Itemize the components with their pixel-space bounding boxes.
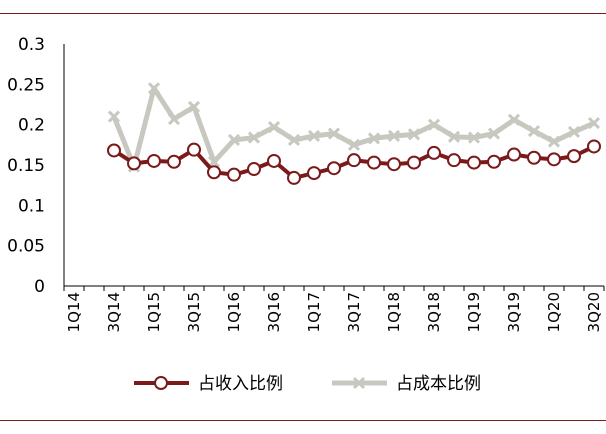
legend-item: 占成本比例	[332, 374, 481, 394]
data-point	[227, 133, 241, 147]
x-tick-label: 3Q20	[585, 292, 603, 332]
x-axis-ticks	[63, 286, 605, 291]
x-tick-label: 3Q19	[505, 292, 523, 332]
x-tick-label: 1Q15	[145, 292, 163, 332]
data-point	[587, 139, 601, 154]
legend: 占收入比例 占成本比例	[134, 374, 481, 394]
data-point	[327, 161, 341, 176]
y-tick-label: 0.05	[7, 237, 45, 257]
data-point	[507, 147, 521, 162]
data-point	[467, 131, 481, 144]
data-point	[347, 138, 361, 151]
x-tick-label: 3Q18	[425, 292, 443, 332]
data-point	[167, 112, 181, 126]
legend-item: 占收入比例	[134, 374, 283, 394]
data-point	[467, 155, 481, 170]
data-point	[287, 170, 301, 185]
x-tick-label: 1Q14	[65, 292, 83, 332]
data-point	[287, 133, 301, 147]
y-tick-label: 0.25	[7, 75, 45, 95]
data-point	[407, 155, 421, 170]
data-point	[267, 121, 281, 134]
x-tick-label: 3Q16	[265, 292, 283, 332]
data-point	[147, 82, 161, 95]
data-point	[447, 130, 461, 143]
data-point	[547, 135, 561, 148]
data-point	[307, 129, 321, 143]
data-point	[307, 166, 321, 181]
data-point	[567, 149, 581, 164]
data-point	[187, 142, 201, 157]
data-point	[227, 167, 241, 182]
top-rule	[0, 0, 606, 14]
data-point	[247, 162, 261, 177]
y-tick-label: 0.15	[7, 156, 45, 176]
y-tick-label: 0.2	[18, 116, 45, 136]
data-point	[427, 145, 441, 160]
bottom-rule	[0, 420, 606, 434]
data-point	[527, 125, 541, 138]
x-tick-label: 3Q14	[105, 292, 123, 332]
data-point	[487, 127, 501, 140]
y-axis-tick-labels: 0 0.05 0.1 0.15 0.2 0.25 0.3	[7, 35, 45, 297]
data-point	[147, 153, 161, 168]
data-point	[107, 143, 121, 158]
data-point	[107, 110, 121, 123]
data-point	[347, 153, 361, 168]
data-point	[327, 127, 341, 140]
data-point	[207, 165, 221, 180]
x-tick-label: 1Q20	[545, 292, 563, 332]
data-point	[127, 156, 141, 171]
data-point	[167, 154, 181, 169]
legend-label: 占收入比例	[198, 374, 283, 394]
x-tick-label: 3Q17	[345, 292, 363, 332]
x-tick-label: 1Q17	[305, 292, 323, 332]
data-point	[487, 154, 501, 169]
data-point	[427, 118, 441, 131]
x-tick-label: 3Q15	[185, 292, 203, 332]
data-point	[187, 100, 201, 113]
data-point	[267, 153, 281, 168]
legend-marker	[154, 376, 168, 390]
y-tick-label: 0.1	[18, 196, 45, 216]
data-point	[387, 129, 401, 143]
x-axis-tick-labels: 1Q14 3Q14 1Q15 3Q15 1Q16 3Q16 1Q17 3Q17 1Q18 3Q18…	[65, 292, 603, 332]
x-tick-label: 1Q16	[225, 292, 243, 332]
data-point	[587, 116, 601, 130]
data-point	[507, 113, 521, 126]
data-point	[207, 155, 221, 168]
series-layer	[107, 82, 601, 185]
legend-label: 占成本比例	[396, 374, 481, 394]
data-point	[367, 155, 381, 170]
y-tick-label: 0.3	[18, 35, 45, 55]
data-point	[247, 131, 261, 144]
data-point	[407, 128, 421, 141]
data-point	[547, 152, 561, 167]
data-point	[447, 153, 461, 168]
y-tick-label: 0	[34, 277, 45, 297]
data-point	[527, 150, 541, 165]
x-tick-label: 1Q18	[385, 292, 403, 332]
data-point	[367, 132, 381, 145]
data-point	[567, 125, 581, 138]
x-tick-label: 1Q19	[465, 292, 483, 332]
data-point	[387, 157, 401, 172]
